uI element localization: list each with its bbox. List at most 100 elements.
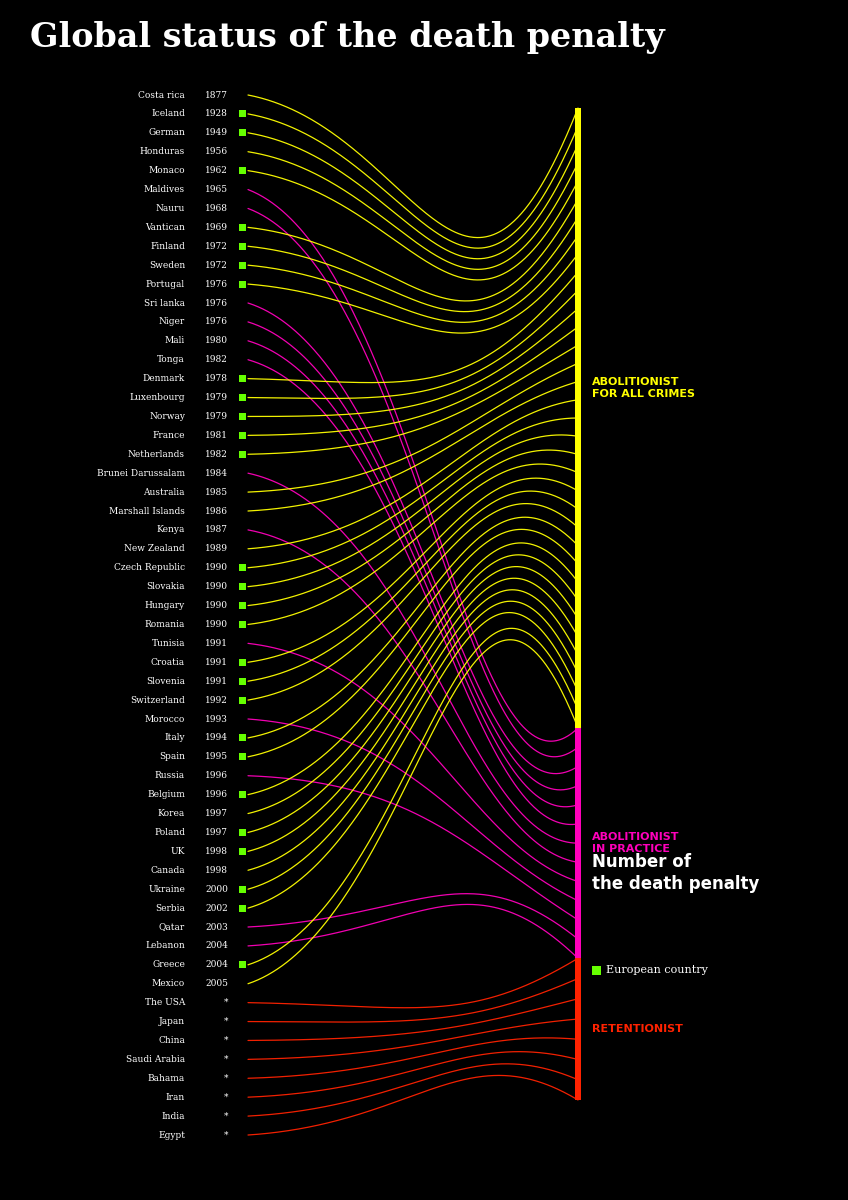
Bar <box>239 620 246 628</box>
Text: Australia: Australia <box>143 487 185 497</box>
Bar <box>239 754 246 761</box>
Text: Iran: Iran <box>165 1093 185 1102</box>
Bar <box>575 959 581 1100</box>
Text: Netherlands: Netherlands <box>128 450 185 458</box>
Text: Sri lanka: Sri lanka <box>144 299 185 307</box>
Text: 1968: 1968 <box>205 204 228 212</box>
Text: 1996: 1996 <box>205 772 228 780</box>
Text: *: * <box>224 1111 228 1121</box>
Text: 1956: 1956 <box>205 148 228 156</box>
Bar <box>239 110 246 118</box>
Text: 1981: 1981 <box>205 431 228 440</box>
Text: 1990: 1990 <box>205 582 228 592</box>
Text: 1976: 1976 <box>205 299 228 307</box>
Text: 1949: 1949 <box>205 128 228 137</box>
Text: Russia: Russia <box>155 772 185 780</box>
Text: Poland: Poland <box>154 828 185 836</box>
Bar <box>239 167 246 174</box>
Text: 1987: 1987 <box>205 526 228 534</box>
Text: Canada: Canada <box>150 865 185 875</box>
Text: *: * <box>224 1130 228 1140</box>
Text: 1928: 1928 <box>205 109 228 119</box>
Text: 1972: 1972 <box>205 241 228 251</box>
Text: Sweden: Sweden <box>148 260 185 270</box>
Text: Niger: Niger <box>159 318 185 326</box>
Text: 1997: 1997 <box>205 809 228 818</box>
Text: China: China <box>158 1036 185 1045</box>
Text: 1985: 1985 <box>205 487 228 497</box>
Text: Tonga: Tonga <box>157 355 185 365</box>
Bar <box>239 678 246 685</box>
Text: 1990: 1990 <box>205 620 228 629</box>
Text: Egypt: Egypt <box>158 1130 185 1140</box>
Text: Spain: Spain <box>159 752 185 761</box>
Text: 1979: 1979 <box>205 394 228 402</box>
Text: 2005: 2005 <box>205 979 228 989</box>
Text: Belgium: Belgium <box>147 790 185 799</box>
Text: 1990: 1990 <box>205 601 228 610</box>
Text: 1998: 1998 <box>205 847 228 856</box>
Text: Iceland: Iceland <box>151 109 185 119</box>
Bar <box>239 961 246 968</box>
Text: 1979: 1979 <box>205 412 228 421</box>
Text: European country: European country <box>606 965 708 974</box>
Text: Maldives: Maldives <box>144 185 185 194</box>
Text: Mali: Mali <box>165 336 185 346</box>
Bar <box>239 224 246 230</box>
Text: RETENTIONIST: RETENTIONIST <box>592 1024 683 1034</box>
Text: 1976: 1976 <box>205 318 228 326</box>
Text: 1989: 1989 <box>205 545 228 553</box>
Text: Norway: Norway <box>149 412 185 421</box>
Bar <box>575 108 581 728</box>
Text: Luxenbourg: Luxenbourg <box>130 394 185 402</box>
Text: UK: UK <box>170 847 185 856</box>
Text: 2003: 2003 <box>205 923 228 931</box>
Bar <box>239 564 246 571</box>
Text: 1991: 1991 <box>205 658 228 667</box>
Text: *: * <box>224 1074 228 1082</box>
Text: 1980: 1980 <box>205 336 228 346</box>
Text: Honduras: Honduras <box>140 148 185 156</box>
Text: 1962: 1962 <box>205 166 228 175</box>
Text: Switzerland: Switzerland <box>131 696 185 704</box>
Text: Monaco: Monaco <box>148 166 185 175</box>
Text: 1995: 1995 <box>205 752 228 761</box>
Text: 1994: 1994 <box>205 733 228 743</box>
Bar <box>239 659 246 666</box>
Text: Ukraine: Ukraine <box>148 884 185 894</box>
Text: Saudi Arabia: Saudi Arabia <box>126 1055 185 1064</box>
Text: *: * <box>224 1018 228 1026</box>
Bar <box>239 905 246 912</box>
Bar <box>239 583 246 590</box>
Text: 1991: 1991 <box>205 638 228 648</box>
Bar <box>239 242 246 250</box>
Text: Serbia: Serbia <box>155 904 185 912</box>
Text: Italy: Italy <box>165 733 185 743</box>
Bar <box>239 130 246 137</box>
Text: Czech Republic: Czech Republic <box>114 563 185 572</box>
Text: 1982: 1982 <box>205 450 228 458</box>
Text: Slovakia: Slovakia <box>147 582 185 592</box>
Bar <box>239 848 246 854</box>
Text: Portugal: Portugal <box>146 280 185 288</box>
Text: Finland: Finland <box>150 241 185 251</box>
Text: Qatar: Qatar <box>159 923 185 931</box>
Text: Kenya: Kenya <box>157 526 185 534</box>
Text: Tunisia: Tunisia <box>152 638 185 648</box>
Text: 1965: 1965 <box>205 185 228 194</box>
Text: Lebanon: Lebanon <box>145 942 185 950</box>
Text: ABOLITIONIST
IN PRACTICE: ABOLITIONIST IN PRACTICE <box>592 832 679 854</box>
Text: New Zealand: New Zealand <box>125 545 185 553</box>
Text: 1998: 1998 <box>205 865 228 875</box>
Text: Denmark: Denmark <box>142 374 185 383</box>
Bar <box>239 281 246 288</box>
Bar <box>239 791 246 798</box>
Text: *: * <box>224 1036 228 1045</box>
Text: Croatia: Croatia <box>151 658 185 667</box>
Text: 2002: 2002 <box>205 904 228 912</box>
Text: 1982: 1982 <box>205 355 228 365</box>
Text: ABOLITIONIST
FOR ALL CRIMES: ABOLITIONIST FOR ALL CRIMES <box>592 377 695 400</box>
Bar <box>239 413 246 420</box>
Text: 1997: 1997 <box>205 828 228 836</box>
Bar <box>239 829 246 836</box>
